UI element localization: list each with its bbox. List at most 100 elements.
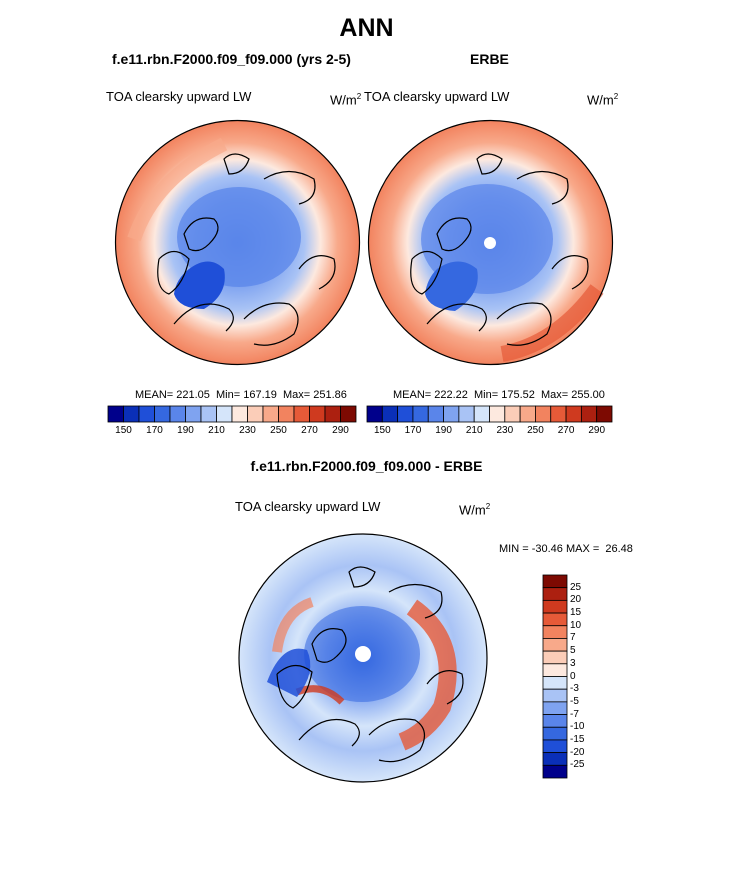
colorbar-swatch (519, 405, 536, 423)
colorbar-swatch (473, 405, 490, 423)
colorbar-swatch (565, 405, 582, 423)
colorbar-tick-label: 190 (177, 425, 194, 436)
colorbar-level-label: -7 (570, 708, 579, 720)
colorbar-swatch (596, 405, 613, 423)
figure-title: ANN (339, 14, 394, 42)
map-border (367, 119, 614, 366)
colorbar-tick-label: 230 (239, 425, 256, 436)
colorbar-swatch (542, 625, 568, 639)
colorbar-level-label: 0 (570, 670, 576, 682)
colorbar-level-label: 7 (570, 632, 576, 644)
obs-polar-map (367, 119, 614, 366)
positive-arc (398, 599, 457, 751)
model-polar-map (114, 119, 361, 366)
colorbar-swatch (262, 405, 279, 423)
colorbar-swatch (542, 587, 568, 601)
diff-variable-label: TOA clearsky upward LW (235, 499, 381, 514)
colorbar-swatch (340, 405, 357, 423)
colorbar-tick-label: 270 (557, 425, 575, 436)
colorbar-level-label: -25 (570, 759, 585, 771)
model-unit-label: W/m2 (330, 92, 362, 108)
obs-panel-title: ERBE (470, 51, 509, 67)
coastlines (410, 153, 589, 346)
colorbar-tick-label: 210 (465, 425, 483, 436)
model-variable-label: TOA clearsky upward LW (106, 89, 252, 104)
colorbar-swatch (138, 405, 155, 423)
colorbar-level-label: -3 (570, 683, 579, 695)
model-stats: MEAN= 221.05 Min= 167.19 Max= 251.86 (135, 389, 347, 401)
colorbar-swatch (580, 405, 598, 423)
colorbar-swatch (123, 405, 140, 423)
colorbar-swatch (154, 405, 171, 423)
colorbar-tick-label: 230 (496, 425, 514, 436)
colorbar-swatch (542, 612, 568, 627)
colorbar-level-label: -10 (570, 721, 585, 733)
obs-stats: MEAN= 222.22 Min= 175.52 Max= 255.00 (393, 389, 605, 401)
map-border (238, 533, 488, 783)
colorbar-swatch (542, 638, 568, 652)
colorbar-level-label: 3 (570, 657, 576, 669)
colorbar-tick-label: 290 (588, 425, 606, 436)
colorbar-swatch (278, 405, 295, 423)
colorbar-swatch (542, 726, 568, 741)
colorbar-tick-label: 290 (332, 425, 349, 436)
colorbar-swatch (542, 701, 568, 715)
diff-polar-map (238, 533, 488, 783)
colorbar-tick-label: 170 (404, 425, 422, 436)
colorbar-swatch (200, 405, 217, 423)
colorbar-swatch (381, 405, 399, 423)
model-colorbar-ticks: 150 170 190 210 230 250 270 290 (108, 425, 356, 439)
obs-variable-label: TOA clearsky upward LW (364, 89, 510, 104)
warm-band (127, 137, 228, 242)
colorbar-swatch (489, 405, 506, 423)
obs-colorbar (366, 405, 613, 423)
colorbar-tick-label: 170 (146, 425, 163, 436)
pole-hole (355, 646, 371, 662)
colorbar-swatch (542, 739, 568, 754)
colorbar-swatch (550, 405, 567, 423)
diff-colorbar (542, 574, 568, 779)
colorbar-swatch (542, 714, 568, 728)
diff-stats: MIN = -30.46 MAX = 26.48 (499, 543, 633, 555)
warm-band (500, 284, 604, 362)
colorbar-swatch (185, 405, 202, 423)
pole-hole (484, 237, 496, 249)
positive-band-west (272, 597, 314, 653)
colorbar-swatch (324, 405, 341, 423)
coastlines (157, 153, 336, 346)
diff-panel-title: f.e11.rbn.F2000.f09_f09.000 - ERBE (250, 458, 483, 474)
colorbar-level-label: 20 (570, 594, 582, 606)
colorbar-level-label: -5 (570, 695, 579, 707)
colorbar-swatch (542, 752, 568, 766)
colorbar-swatch (247, 405, 264, 423)
colorbar-tick-label: 150 (373, 425, 391, 436)
diff-colorbar-labels: 25 20 15 10 7 5 3 0 -3 -5 -7 -10 -15 -20 -25 (570, 575, 610, 778)
diff-unit-label: W/m2 (459, 502, 491, 518)
colorbar-tick-label: 270 (301, 425, 318, 436)
colorbar-level-label: 10 (570, 619, 582, 631)
colorbar-tick-label: 250 (527, 425, 544, 436)
obs-colorbar-ticks: 150 170 190 210 230 250 270 290 (367, 425, 612, 439)
colorbar-swatch (458, 405, 475, 423)
colorbar-swatch (107, 405, 124, 423)
colorbar-level-label: 25 (570, 581, 582, 593)
colorbar-swatch (309, 405, 326, 423)
colorbar-swatch (542, 688, 568, 703)
colorbar-swatch (542, 676, 568, 690)
colorbar-swatch (412, 405, 429, 423)
colorbar-level-label: 5 (570, 645, 576, 657)
model-panel-title: f.e11.rbn.F2000.f09_f09.000 (yrs 2-5) (112, 51, 351, 67)
colorbar-swatch (427, 405, 444, 423)
colorbar-swatch (397, 405, 414, 423)
greenland-cold-region (174, 261, 225, 309)
colorbar-swatch (504, 405, 521, 423)
colorbar-swatch (542, 574, 568, 589)
colorbar-tick-label: 190 (435, 425, 452, 436)
colorbar-swatch (443, 405, 460, 423)
colorbar-swatch (542, 663, 568, 677)
colorbar-tick-label: 250 (270, 425, 287, 436)
colorbar-tick-label: 150 (115, 425, 132, 436)
colorbar-swatch (535, 405, 552, 423)
colorbar-swatch (231, 405, 248, 423)
colorbar-swatch (542, 764, 568, 779)
